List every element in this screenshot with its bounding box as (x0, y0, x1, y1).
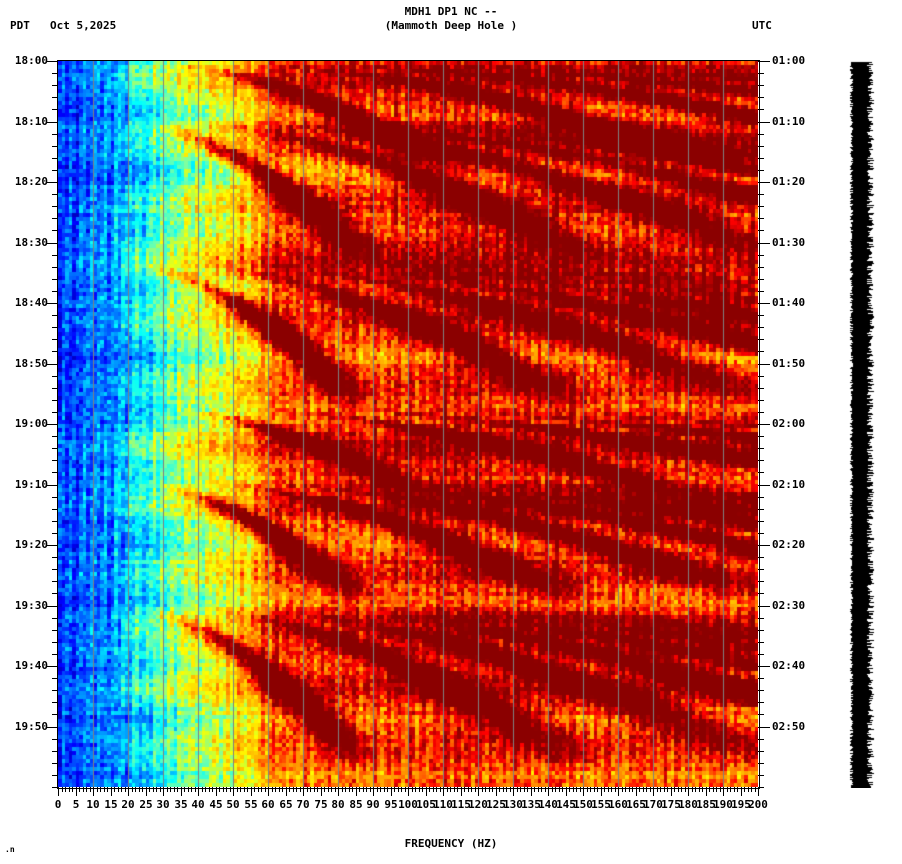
x-label-90: 90 (366, 798, 380, 811)
y-label-left-1850: 18:50 (14, 357, 48, 370)
y-label-right-0240: 02:40 (772, 659, 806, 672)
y-label-right-0200: 02:00 (772, 417, 806, 430)
x-label-145: 145 (556, 798, 576, 811)
x-label-200: 200 (748, 798, 768, 811)
y-label-left-1810: 18:10 (14, 115, 48, 128)
x-label-125: 125 (486, 798, 506, 811)
x-label-95: 95 (384, 798, 398, 811)
y-label-left-1930: 19:30 (14, 599, 48, 612)
x-label-65: 65 (279, 798, 293, 811)
y-label-left-1830: 18:30 (14, 236, 48, 249)
x-label-120: 120 (468, 798, 488, 811)
x-label-185: 185 (696, 798, 716, 811)
x-label-80: 80 (331, 798, 345, 811)
x-label-25: 25 (139, 798, 153, 811)
corner-artifact-glyph: .n (5, 845, 15, 854)
x-label-135: 135 (521, 798, 541, 811)
y-label-right-0250: 02:50 (772, 720, 806, 733)
y-label-right-0150: 01:50 (772, 357, 806, 370)
y-label-left-1800: 18:00 (14, 54, 48, 67)
y-label-left-1840: 18:40 (14, 296, 48, 309)
x-label-60: 60 (261, 798, 275, 811)
y-label-right-0230: 02:30 (772, 599, 806, 612)
y-label-left-1940: 19:40 (14, 659, 48, 672)
x-label-170: 170 (643, 798, 663, 811)
x-label-10: 10 (86, 798, 100, 811)
x-label-0: 0 (54, 798, 62, 811)
x-label-165: 165 (626, 798, 646, 811)
y-label-right-0130: 01:30 (772, 236, 806, 249)
x-label-110: 110 (433, 798, 453, 811)
y-label-left-1910: 19:10 (14, 478, 48, 491)
x-label-50: 50 (226, 798, 240, 811)
timezone-label-left: PDT (10, 19, 30, 32)
x-label-105: 105 (416, 798, 436, 811)
y-label-left-1820: 18:20 (14, 175, 48, 188)
x-label-40: 40 (191, 798, 205, 811)
x-label-140: 140 (538, 798, 558, 811)
date-label: Oct 5,2025 (50, 19, 117, 32)
station-title: MDH1 DP1 NC -- (404, 5, 498, 18)
x-label-15: 15 (104, 798, 118, 811)
y-label-right-0120: 01:20 (772, 175, 806, 188)
x-label-70: 70 (296, 798, 310, 811)
x-label-195: 195 (731, 798, 751, 811)
spectrogram-image (58, 61, 758, 787)
x-label-160: 160 (608, 798, 628, 811)
x-label-175: 175 (661, 798, 681, 811)
x-label-100: 100 (398, 798, 418, 811)
y-label-right-0100: 01:00 (772, 54, 806, 67)
y-label-right-0110: 01:10 (772, 115, 806, 128)
x-label-45: 45 (209, 798, 223, 811)
timezone-label-right: UTC (752, 19, 772, 32)
x-label-130: 130 (503, 798, 523, 811)
x-label-55: 55 (244, 798, 258, 811)
y-label-left-1920: 19:20 (14, 538, 48, 551)
x-label-75: 75 (314, 798, 328, 811)
x-label-115: 115 (451, 798, 471, 811)
amplitude-trace (845, 60, 877, 788)
y-label-right-0140: 01:40 (772, 296, 806, 309)
x-label-35: 35 (174, 798, 188, 811)
x-label-5: 5 (72, 798, 80, 811)
x-label-30: 30 (156, 798, 170, 811)
station-subtitle: (Mammoth Deep Hole ) (384, 19, 518, 32)
x-label-180: 180 (678, 798, 698, 811)
x-label-150: 150 (573, 798, 593, 811)
x-label-190: 190 (713, 798, 733, 811)
y-label-left-1950: 19:50 (14, 720, 48, 733)
x-label-155: 155 (591, 798, 611, 811)
x-axis-title: FREQUENCY (HZ) (404, 837, 498, 850)
x-label-85: 85 (349, 798, 363, 811)
y-label-left-1900: 19:00 (14, 417, 48, 430)
x-label-20: 20 (121, 798, 135, 811)
y-label-right-0210: 02:10 (772, 478, 806, 491)
y-label-right-0220: 02:20 (772, 538, 806, 551)
